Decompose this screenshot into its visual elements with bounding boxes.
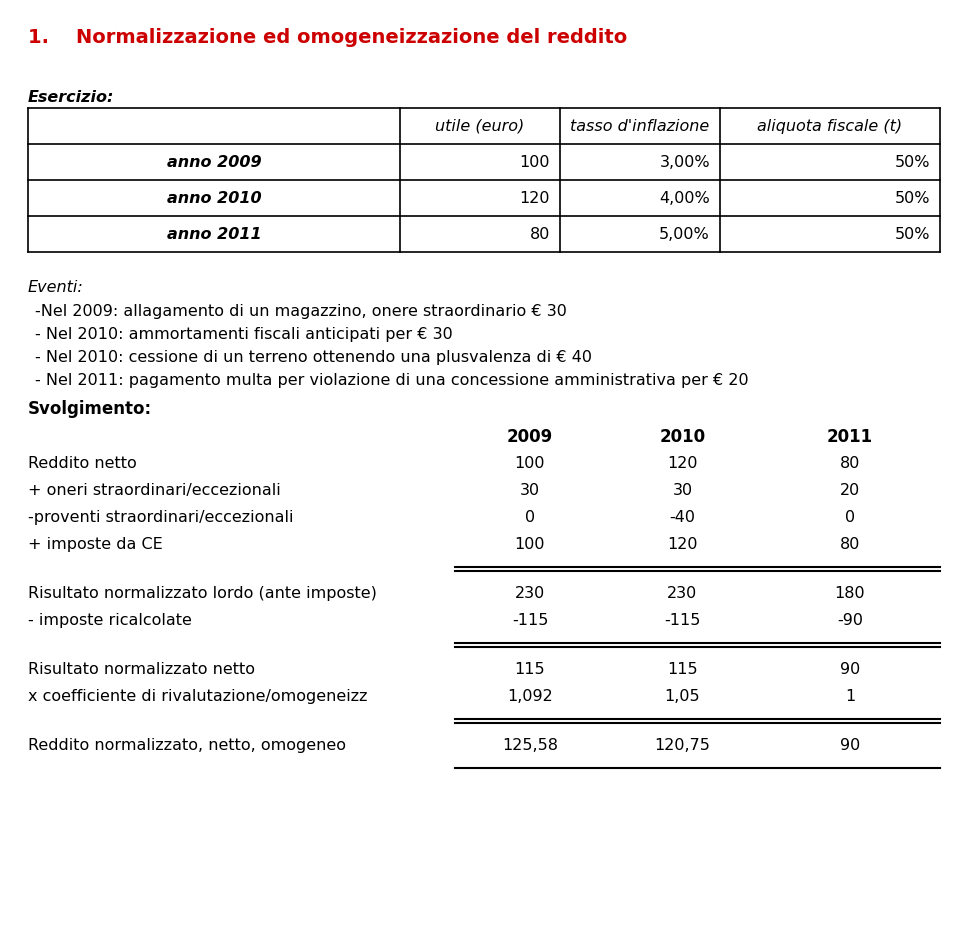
- Text: -40: -40: [669, 510, 695, 525]
- Text: -proventi straordinari/eccezionali: -proventi straordinari/eccezionali: [28, 510, 294, 525]
- Text: 1,092: 1,092: [507, 689, 553, 704]
- Text: - imposte ricalcolate: - imposte ricalcolate: [28, 613, 192, 628]
- Text: 1,05: 1,05: [664, 689, 700, 704]
- Text: 230: 230: [667, 586, 698, 601]
- Text: -90: -90: [837, 613, 863, 628]
- Text: Eventi:: Eventi:: [28, 280, 84, 295]
- Text: 4,00%: 4,00%: [660, 191, 710, 206]
- Text: + imposte da CE: + imposte da CE: [28, 537, 163, 552]
- Text: Risultato normalizzato netto: Risultato normalizzato netto: [28, 662, 255, 677]
- Text: 80: 80: [530, 226, 550, 242]
- Text: 120,75: 120,75: [655, 738, 710, 753]
- Text: utile (euro): utile (euro): [436, 119, 524, 133]
- Text: 80: 80: [840, 537, 860, 552]
- Text: anno 2011: anno 2011: [167, 226, 261, 242]
- Text: 50%: 50%: [895, 155, 930, 170]
- Text: - Nel 2010: cessione di un terreno ottenendo una plusvalenza di € 40: - Nel 2010: cessione di un terreno otten…: [35, 350, 592, 365]
- Text: -115: -115: [664, 613, 701, 628]
- Text: 120: 120: [519, 191, 550, 206]
- Text: 5,00%: 5,00%: [660, 226, 710, 242]
- Text: 115: 115: [667, 662, 698, 677]
- Text: 30: 30: [520, 483, 540, 498]
- Text: x coefficiente di rivalutazione/omogeneizz: x coefficiente di rivalutazione/omogenei…: [28, 689, 368, 704]
- Text: 100: 100: [515, 537, 545, 552]
- Text: Esercizio:: Esercizio:: [28, 90, 114, 105]
- Text: -115: -115: [512, 613, 548, 628]
- Text: 50%: 50%: [895, 191, 930, 206]
- Text: 100: 100: [519, 155, 550, 170]
- Text: 50%: 50%: [895, 226, 930, 242]
- Text: 125,58: 125,58: [502, 738, 558, 753]
- Text: 2010: 2010: [660, 428, 706, 446]
- Text: 2011: 2011: [827, 428, 873, 446]
- Text: 1.    Normalizzazione ed omogeneizzazione del reddito: 1. Normalizzazione ed omogeneizzazione d…: [28, 28, 627, 47]
- Text: aliquota fiscale (t): aliquota fiscale (t): [757, 119, 902, 133]
- Text: Risultato normalizzato lordo (ante imposte): Risultato normalizzato lordo (ante impos…: [28, 586, 377, 601]
- Text: 120: 120: [667, 456, 698, 471]
- Text: - Nel 2010: ammortamenti fiscali anticipati per € 30: - Nel 2010: ammortamenti fiscali anticip…: [35, 327, 453, 342]
- Text: Reddito netto: Reddito netto: [28, 456, 136, 471]
- Text: 120: 120: [667, 537, 698, 552]
- Text: 20: 20: [840, 483, 860, 498]
- Text: tasso d'inflazione: tasso d'inflazione: [570, 119, 709, 133]
- Text: 2009: 2009: [507, 428, 553, 446]
- Text: 80: 80: [840, 456, 860, 471]
- Text: 115: 115: [515, 662, 545, 677]
- Text: 0: 0: [525, 510, 535, 525]
- Text: - Nel 2011: pagamento multa per violazione di una concessione amministrativa per: - Nel 2011: pagamento multa per violazio…: [35, 373, 749, 388]
- Text: Reddito normalizzato, netto, omogeneo: Reddito normalizzato, netto, omogeneo: [28, 738, 346, 753]
- Text: Svolgimento:: Svolgimento:: [28, 400, 152, 418]
- Text: + oneri straordinari/eccezionali: + oneri straordinari/eccezionali: [28, 483, 280, 498]
- Text: 90: 90: [840, 662, 860, 677]
- Text: 1: 1: [845, 689, 855, 704]
- Text: 90: 90: [840, 738, 860, 753]
- Text: 0: 0: [845, 510, 855, 525]
- Text: anno 2010: anno 2010: [167, 191, 261, 206]
- Text: -Nel 2009: allagamento di un magazzino, onere straordinario € 30: -Nel 2009: allagamento di un magazzino, …: [35, 304, 566, 319]
- Text: 100: 100: [515, 456, 545, 471]
- Text: 230: 230: [515, 586, 545, 601]
- Text: 3,00%: 3,00%: [660, 155, 710, 170]
- Text: 30: 30: [672, 483, 692, 498]
- Text: 180: 180: [834, 586, 865, 601]
- Text: anno 2009: anno 2009: [167, 155, 261, 170]
